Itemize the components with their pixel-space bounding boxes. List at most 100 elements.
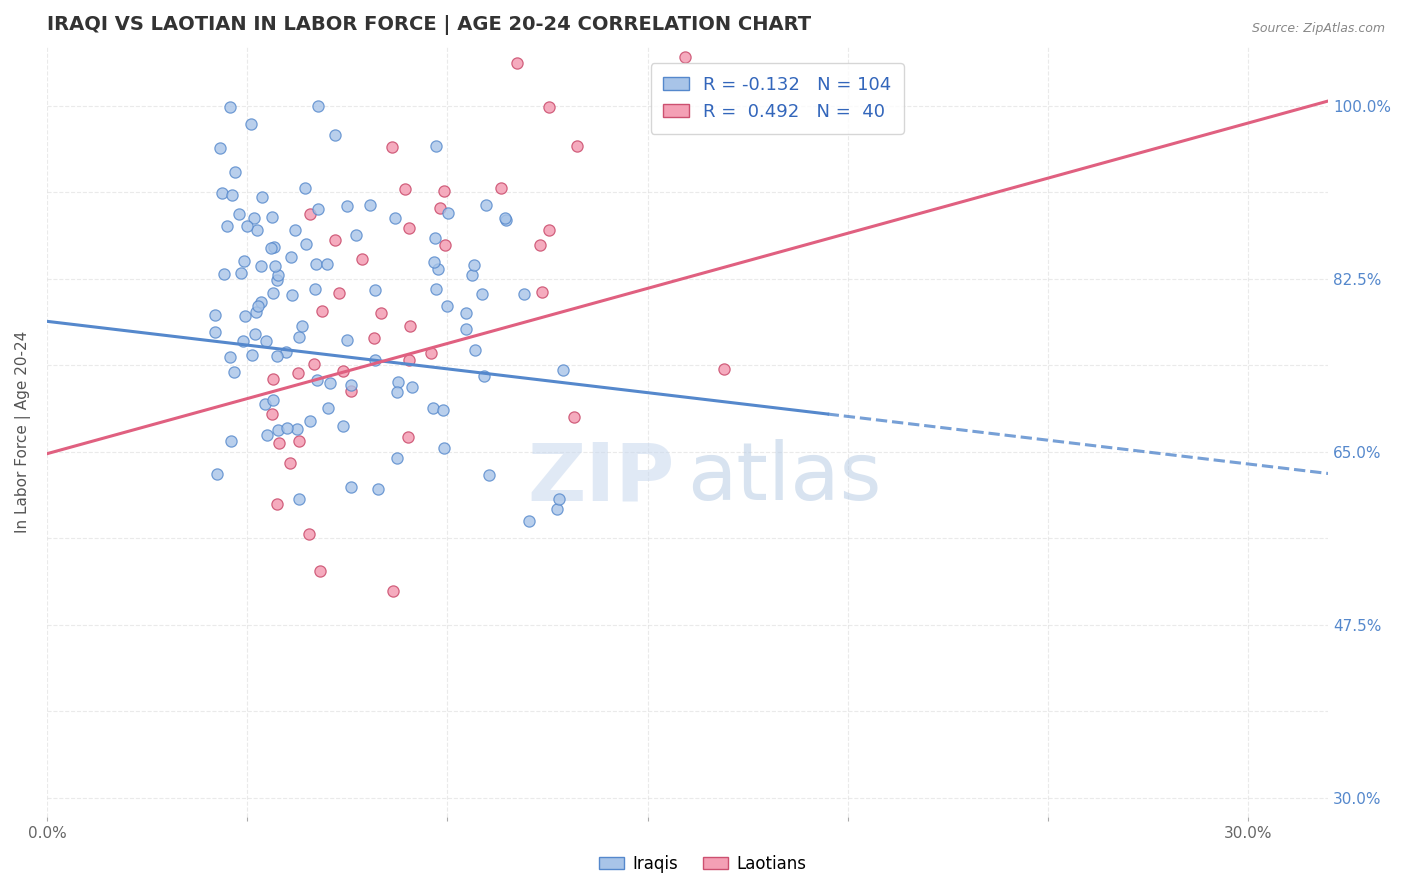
Point — [263, 259, 285, 273]
Point — [276, 421, 298, 435]
Point — [422, 401, 444, 415]
Point — [307, 99, 329, 113]
Point — [295, 237, 318, 252]
Point — [565, 138, 588, 153]
Point — [548, 491, 571, 506]
Point — [364, 352, 387, 367]
Point — [517, 514, 540, 528]
Point — [363, 331, 385, 345]
Point — [456, 306, 478, 320]
Point — [553, 363, 575, 377]
Point — [305, 373, 328, 387]
Text: Source: ZipAtlas.com: Source: ZipAtlas.com — [1251, 22, 1385, 36]
Point — [266, 349, 288, 363]
Point — [284, 222, 307, 236]
Point — [262, 392, 284, 407]
Point — [432, 403, 454, 417]
Point — [219, 434, 242, 449]
Point — [299, 414, 322, 428]
Point — [472, 368, 495, 383]
Point — [256, 428, 278, 442]
Point — [250, 190, 273, 204]
Point — [318, 376, 340, 391]
Point — [240, 348, 263, 362]
Text: ZIP: ZIP — [527, 439, 675, 517]
Point — [218, 100, 240, 114]
Point — [513, 286, 536, 301]
Point — [398, 353, 420, 368]
Point — [364, 283, 387, 297]
Point — [285, 422, 308, 436]
Point — [339, 384, 361, 398]
Point — [359, 197, 381, 211]
Point — [381, 139, 404, 153]
Point — [478, 467, 501, 482]
Point — [398, 221, 420, 235]
Point — [287, 492, 309, 507]
Point — [529, 237, 551, 252]
Point — [531, 285, 554, 299]
Point — [215, 219, 238, 234]
Point — [219, 350, 242, 364]
Point — [231, 334, 253, 348]
Point — [297, 526, 319, 541]
Point — [233, 310, 256, 324]
Point — [433, 184, 456, 198]
Point — [266, 497, 288, 511]
Point — [506, 55, 529, 70]
Point — [305, 257, 328, 271]
Point — [461, 268, 484, 282]
Point — [332, 364, 354, 378]
Point — [242, 211, 264, 225]
Point — [304, 282, 326, 296]
Point — [398, 318, 420, 333]
Point — [228, 206, 250, 220]
Point — [437, 206, 460, 220]
Point — [302, 357, 325, 371]
Point — [425, 139, 447, 153]
Point — [562, 410, 585, 425]
Point — [471, 287, 494, 301]
Point — [287, 366, 309, 380]
Point — [211, 186, 233, 201]
Point — [420, 345, 443, 359]
Point — [254, 397, 277, 411]
Point — [367, 482, 389, 496]
Point — [464, 343, 486, 357]
Point — [205, 467, 228, 482]
Point — [254, 334, 277, 348]
Point — [262, 211, 284, 225]
Point — [262, 286, 284, 301]
Point — [394, 182, 416, 196]
Point — [339, 378, 361, 392]
Point — [280, 456, 302, 470]
Point — [423, 255, 446, 269]
Point — [240, 117, 263, 131]
Point — [307, 202, 329, 216]
Point — [209, 141, 232, 155]
Point — [494, 211, 516, 225]
Point — [231, 266, 253, 280]
Point — [204, 325, 226, 339]
Y-axis label: In Labor Force | Age 20-24: In Labor Force | Age 20-24 — [15, 331, 31, 533]
Point — [243, 327, 266, 342]
Point — [463, 258, 485, 272]
Point — [236, 219, 259, 234]
Point — [212, 267, 235, 281]
Point — [325, 233, 347, 247]
Point — [221, 188, 243, 202]
Point — [204, 308, 226, 322]
Point — [387, 375, 409, 389]
Point — [340, 480, 363, 494]
Point — [370, 306, 392, 320]
Point — [260, 407, 283, 421]
Point — [336, 334, 359, 348]
Point — [266, 273, 288, 287]
Point — [316, 258, 339, 272]
Point — [352, 252, 374, 267]
Point — [384, 211, 406, 225]
Point — [401, 380, 423, 394]
Point — [262, 372, 284, 386]
Point — [274, 345, 297, 359]
Point — [263, 240, 285, 254]
